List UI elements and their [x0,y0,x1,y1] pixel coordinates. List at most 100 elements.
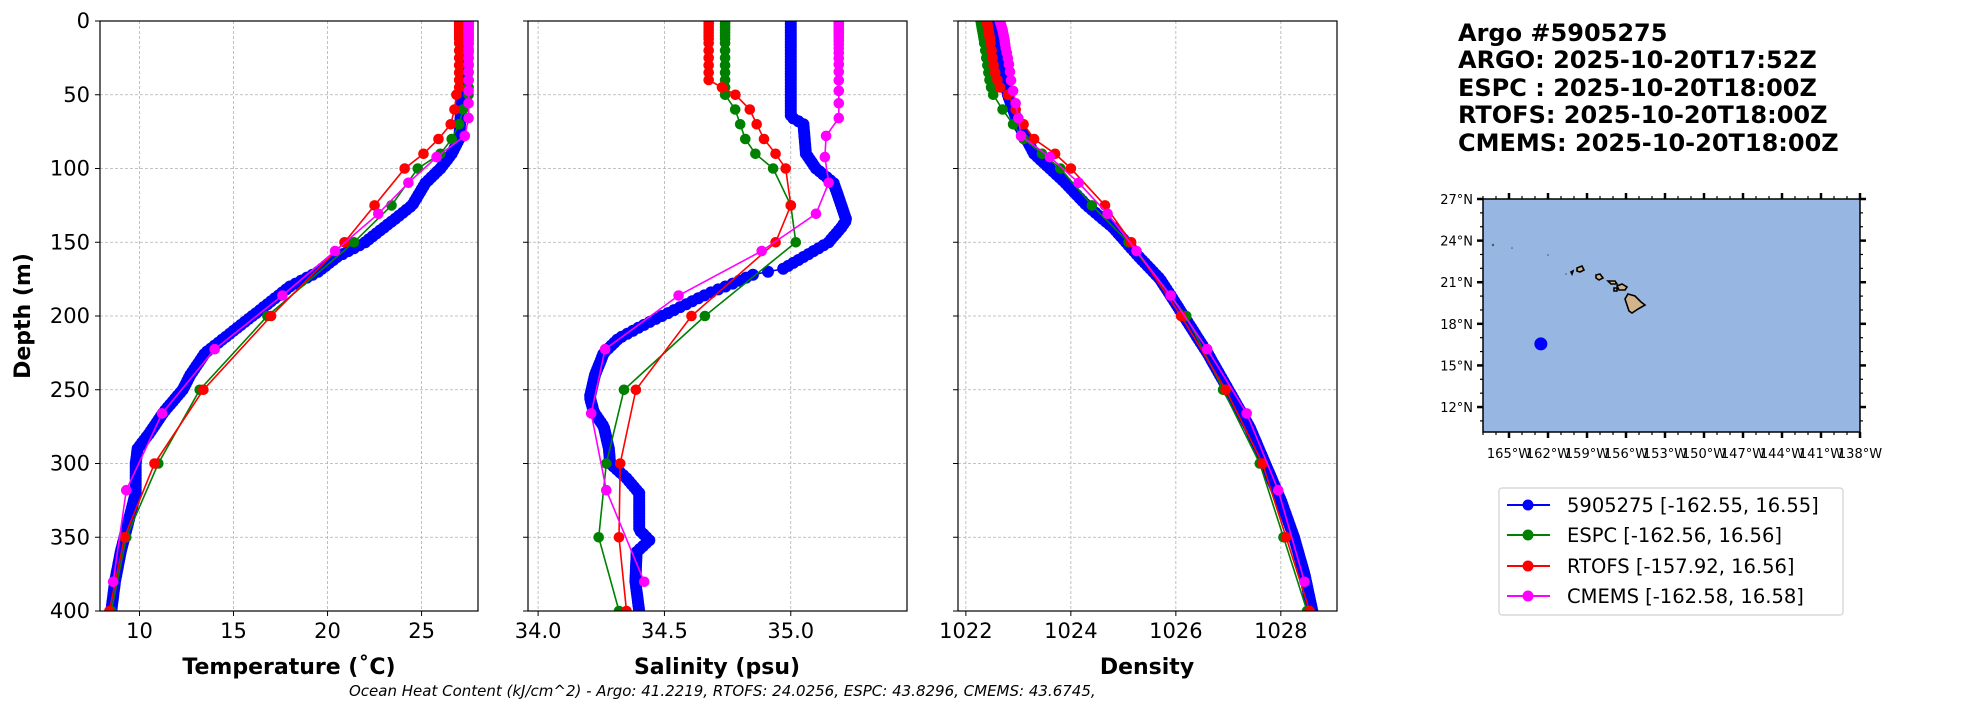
data-point [703,67,714,78]
data-point [719,67,731,78]
data-point [463,66,474,77]
data-point [1065,163,1077,174]
data-point [369,200,380,211]
data-point [1005,75,1017,86]
data-point [1044,151,1056,163]
data-point [1299,576,1310,588]
data-point [386,200,397,211]
title-line: CMEMS: 2025-10-20T18:00Z [1458,129,1839,157]
series-line [590,21,840,583]
atoll [1547,254,1549,256]
data-point [987,89,999,101]
data-point [613,532,625,543]
data-point [719,52,731,64]
data-point [453,67,465,78]
salinity-axis-label: Salinity (psu) [634,655,800,680]
data-point [453,119,465,130]
map-lon-label: 138°W [1838,447,1882,462]
map-lat-label: 24°N [1440,235,1473,250]
x-tick-label: 10 [126,619,153,643]
data-point [156,408,168,419]
argo-float-location-marker [1534,337,1548,351]
data-point [1013,112,1024,124]
data-point [451,89,462,101]
series-rtofs [981,21,1315,611]
data-point [1131,245,1142,257]
data-point [453,45,465,56]
data-point [1202,343,1213,355]
data-point [703,45,714,56]
map-frame [1482,198,1861,433]
island-molokai [1606,280,1619,285]
legend-label: ESPC [-162.56, 16.56] [1567,524,1782,547]
y-tick-label: 0 [77,9,90,33]
data-point [463,75,474,86]
data-point [459,130,471,142]
map-lon-label: 162°W [1526,447,1570,462]
x-tick-label: 1026 [1149,619,1202,643]
legend-entry-espc: ESPC [-162.56, 16.56] [1507,524,1782,547]
x-tick-label: 20 [314,619,341,643]
data-point [1220,384,1231,396]
x-tick-label: 15 [220,619,247,643]
title-line: ARGO: 2025-10-20T17:52Z [1458,46,1817,74]
y-tick-label: 350 [50,525,90,549]
data-point [790,237,802,248]
data-point [599,343,611,355]
data-point [744,104,756,115]
data-point [265,310,277,322]
legend-marker [1522,529,1534,541]
data-point [1010,98,1021,109]
data-point [833,98,845,109]
series-line [999,21,1306,583]
depth-axis-label: Depth (m) [11,253,36,379]
data-point [104,605,115,611]
data-point [107,576,119,588]
data-point [833,75,845,86]
data-point [994,82,1006,93]
data-point [716,82,728,93]
data-point [198,384,209,396]
legend-marker [1522,590,1534,602]
title-line: RTOFS: 2025-10-20T18:00Z [1458,101,1828,129]
data-point [463,112,474,124]
data-point [730,89,741,101]
legend-entry-argo: 5905275 [-162.55, 16.55] [1507,494,1819,517]
data-point [819,151,831,163]
map-lat-label: 15°N [1440,359,1473,374]
data-point [209,343,220,355]
data-point [593,532,604,543]
legend-label: 5905275 [-162.55, 16.55] [1567,494,1819,517]
data-point [446,133,458,145]
data-point [673,290,684,301]
data-point [463,85,474,97]
data-point [1280,532,1292,543]
x-tick-label: 35.0 [767,619,814,643]
data-point [703,37,714,49]
data-point [756,245,767,257]
hawaiian-islands [1569,264,1647,314]
data-point [412,163,424,174]
axes-frame [957,20,1338,612]
map-lon-label: 159°W [1565,447,1609,462]
island-niihau [1569,269,1575,277]
data-point [833,66,845,77]
location-map: 165°W162°W159°W156°W153°W150°W147°W144°W… [1440,193,1882,462]
data-point [997,104,1008,115]
map-lat-label: 18°N [1440,318,1473,333]
data-point [750,148,761,160]
data-point [1015,130,1027,142]
data-point [373,208,384,220]
data-point [621,605,632,611]
y-tick-label: 300 [50,452,90,476]
data-point [1102,208,1113,220]
axes-frame [99,20,479,612]
data-point [758,133,770,145]
series-cmems [585,21,845,588]
data-point [1086,200,1098,211]
data-point [1055,163,1066,174]
data-point [767,163,779,174]
data-point [453,60,465,71]
data-point [699,310,711,322]
series-rtofs [104,21,465,611]
